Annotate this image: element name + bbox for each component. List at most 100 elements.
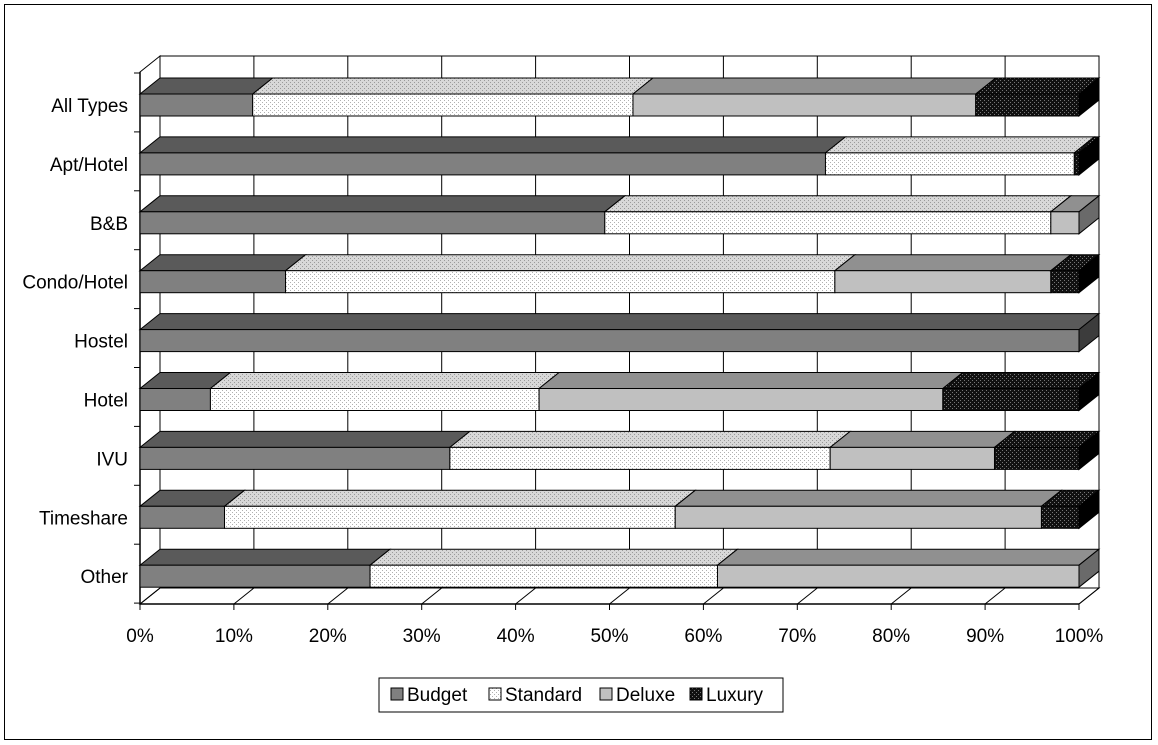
category-label-hotel: Hotel	[84, 391, 128, 412]
bar-ivu-standard-top	[448, 430, 852, 448]
x-tick-label: 80%	[872, 626, 910, 647]
bar-row-condo-hotel	[138, 253, 1101, 294]
category-label-apt-hotel: Apt/Hotel	[50, 155, 128, 176]
bar-condo-hotel-luxury	[1050, 270, 1080, 294]
gridline-floor	[1078, 587, 1100, 605]
gridline-floor	[327, 587, 349, 605]
bar-timeshare-deluxe-top	[673, 489, 1063, 507]
bar-condo-hotel-deluxe	[834, 270, 1052, 294]
legend-swatch-deluxe	[599, 687, 613, 701]
bar-apt-hotel-standard-top	[824, 136, 1096, 154]
x-tick-label: 100%	[1055, 626, 1104, 647]
bar-group	[138, 76, 1101, 589]
gridline-floor	[703, 587, 724, 605]
category-label-condo-hotel: Condo/Hotel	[22, 273, 128, 294]
bar-timeshare-luxury-side	[1078, 489, 1100, 530]
bar-ivu-budget	[139, 446, 451, 470]
gridline-floor	[139, 587, 161, 605]
bar-b-b-deluxe	[1050, 211, 1080, 235]
bar-timeshare-standard-top	[223, 489, 697, 507]
bar-row-all-types	[138, 76, 1101, 118]
bar-all-types-luxury-side	[1078, 76, 1100, 118]
bar-timeshare-deluxe	[674, 505, 1042, 529]
bar-hostel-budget	[139, 329, 1080, 353]
bar-timeshare-luxury	[1040, 505, 1080, 529]
bar-hotel-deluxe	[538, 388, 944, 411]
bar-ivu-standard	[449, 446, 831, 470]
bar-apt-hotel-budget-top	[138, 136, 847, 154]
bar-all-types-deluxe-top	[631, 77, 998, 95]
bar-hotel-luxury-side	[1078, 371, 1100, 412]
bar-timeshare-budget	[139, 505, 226, 529]
bar-condo-hotel-standard-top	[284, 254, 857, 272]
legend-box	[378, 677, 784, 713]
bar-hotel-deluxe-top	[537, 372, 965, 389]
bar-other-deluxe	[716, 564, 1080, 588]
x-tick-label: 90%	[966, 626, 1004, 647]
bar-row-b-b	[138, 194, 1101, 235]
gridline-floor	[796, 587, 818, 605]
gridline-floor	[890, 587, 912, 605]
bar-ivu-luxury-side	[1078, 430, 1100, 471]
legend-swatch-budget	[390, 687, 404, 701]
x-tick-label: 40%	[497, 626, 535, 647]
bar-other-budget	[139, 564, 371, 588]
x-tick-label: 50%	[590, 626, 628, 647]
bar-condo-hotel-budget	[139, 270, 287, 294]
gridline-floor	[233, 587, 255, 605]
bar-ivu-deluxe-top	[828, 430, 1016, 448]
category-label-ivu: IVU	[96, 449, 128, 470]
bar-b-b-standard-top	[603, 195, 1073, 213]
bar-other-deluxe-top	[716, 548, 1101, 566]
bar-hotel-standard-top	[208, 372, 561, 389]
bar-all-types-standard-top	[251, 77, 655, 95]
bar-ivu-budget-top	[138, 430, 472, 448]
category-label-b-b: B&B	[90, 214, 128, 235]
bar-condo-hotel-standard	[285, 270, 836, 294]
gridline-floor	[515, 587, 536, 605]
bar-all-types-budget	[139, 93, 254, 117]
bar-hotel-luxury-top	[941, 372, 1101, 389]
category-label-other: Other	[80, 567, 128, 588]
bar-all-types-deluxe	[632, 93, 977, 117]
bar-row-other	[138, 548, 1101, 589]
bar-b-b-deluxe-side	[1078, 194, 1100, 235]
bar-all-types-budget-top	[138, 77, 275, 95]
category-label-timeshare: Timeshare	[39, 508, 128, 529]
bar-timeshare-standard	[224, 505, 676, 529]
bar-hotel-standard	[209, 388, 540, 411]
category-label-all-types: All Types	[51, 96, 128, 117]
x-tick-label: 30%	[403, 626, 441, 647]
legend-swatch-standard	[488, 687, 502, 701]
bar-all-types-luxury	[975, 93, 1080, 117]
bar-hostel-budget-side	[1078, 312, 1100, 353]
gridline-floor	[421, 587, 443, 605]
legend-swatch-luxury	[689, 687, 703, 701]
x-tick-label: 0%	[126, 626, 154, 647]
bar-other-deluxe-side	[1078, 548, 1100, 589]
bar-all-types-luxury-top	[974, 77, 1101, 95]
bar-row-timeshare	[138, 489, 1101, 530]
bar-condo-hotel-deluxe-top	[833, 254, 1073, 272]
bar-row-apt-hotel	[138, 135, 1101, 176]
legend-label-standard: Standard	[505, 685, 582, 706]
bar-ivu-deluxe	[829, 446, 995, 470]
x-tick-label: 10%	[215, 626, 253, 647]
bar-b-b-budget	[139, 211, 606, 235]
x-tick-label: 70%	[778, 626, 816, 647]
bar-row-hostel	[138, 312, 1101, 353]
bar-hotel-luxury	[942, 388, 1080, 411]
bar-condo-hotel-luxury-side	[1078, 253, 1100, 294]
gridline-floor	[984, 587, 1006, 605]
bar-ivu-luxury	[993, 446, 1080, 470]
bar-apt-hotel-luxury	[1073, 152, 1080, 176]
x-tick-labels: 0% 10% 20% 30% 40% 50% 60% 70% 80% 90% 100%	[126, 626, 1103, 647]
bar-apt-hotel-luxury-side	[1078, 135, 1100, 176]
bar-b-b-standard	[604, 211, 1052, 235]
category-label-hostel: Hostel	[74, 332, 128, 353]
bar-other-budget-top	[138, 548, 392, 566]
bar-row-hotel	[138, 371, 1101, 412]
category-labels: All Types Apt/Hotel B&B Condo/Hotel Hostel Ho…	[22, 96, 128, 588]
bar-all-types-standard	[252, 93, 634, 117]
legend-label-luxury: Luxury	[706, 685, 764, 706]
